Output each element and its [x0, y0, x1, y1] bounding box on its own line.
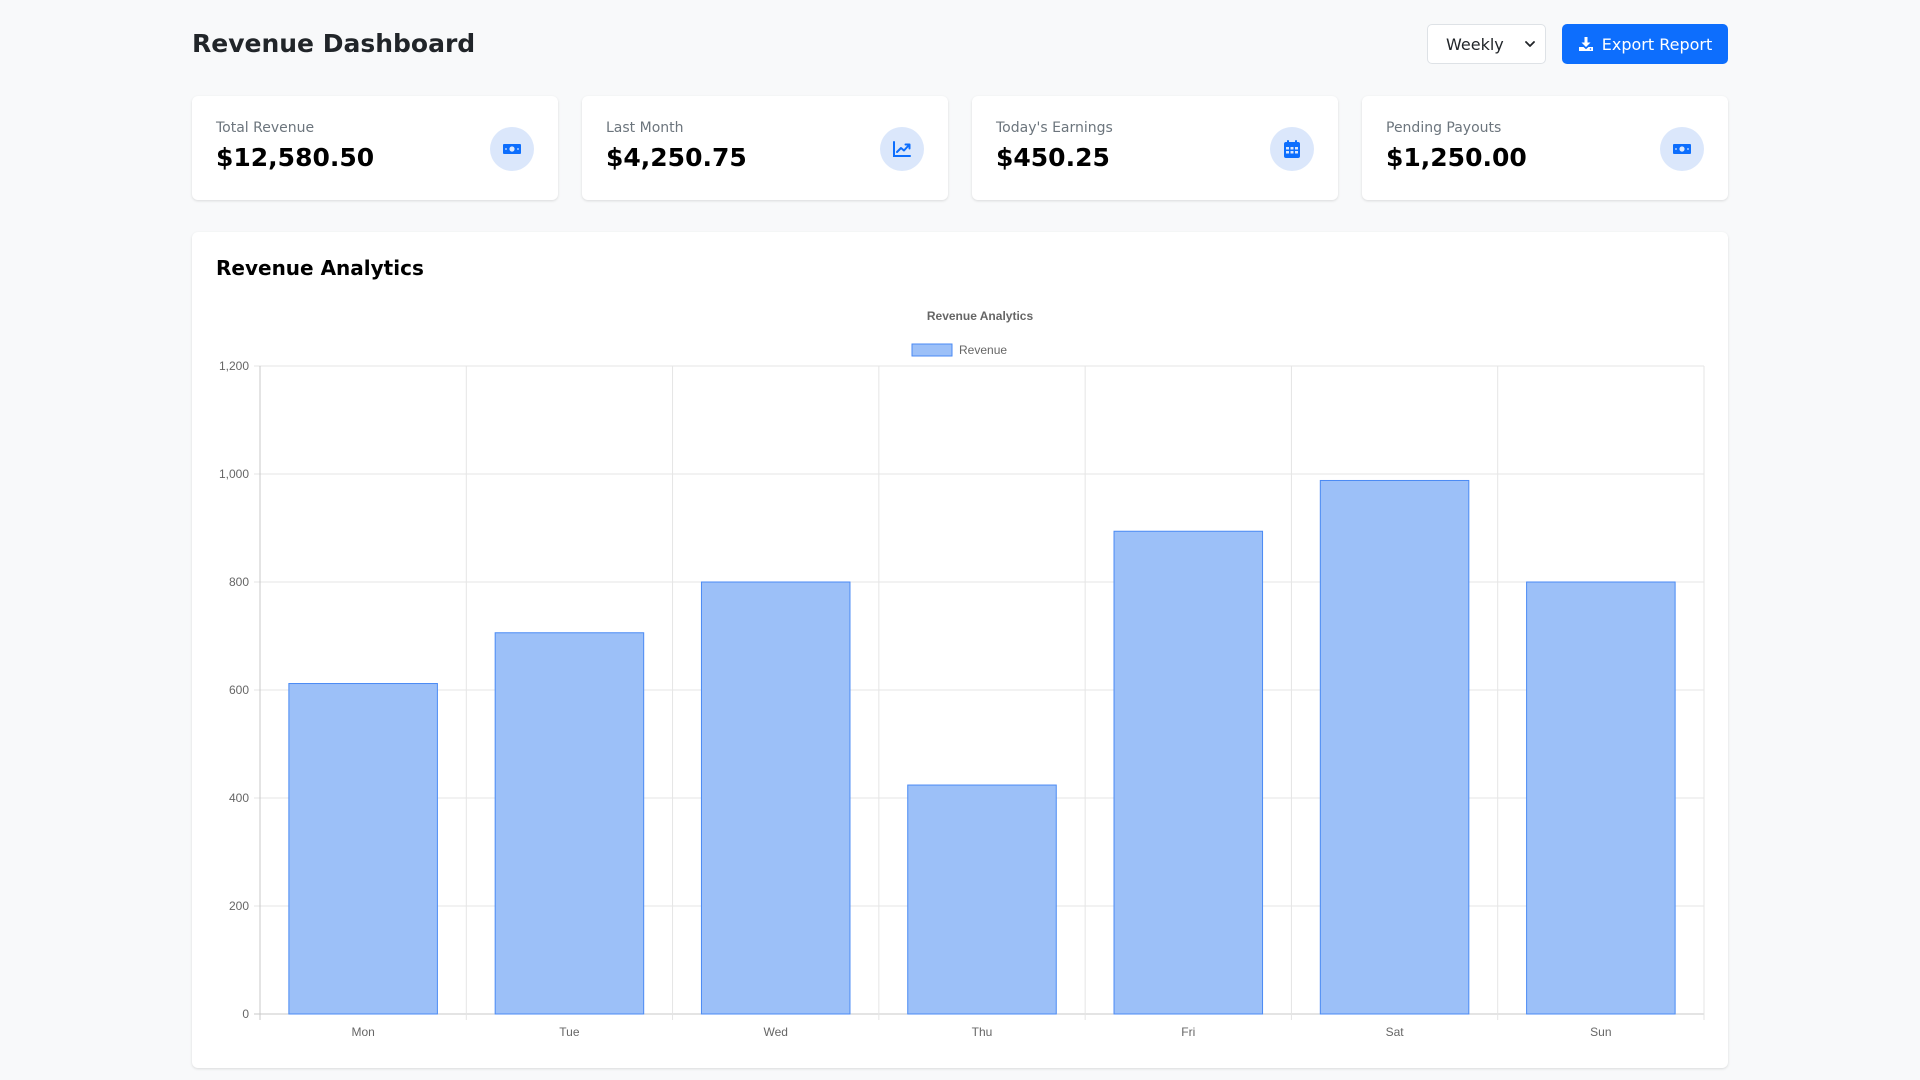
bar-wed	[700, 581, 851, 1015]
bar-tue	[494, 632, 645, 1015]
x-tick-label: Wed	[763, 1025, 787, 1039]
stat-icon-badge	[490, 127, 534, 171]
period-select[interactable]: Weekly	[1427, 24, 1546, 64]
stat-value: $1,250.00	[1386, 143, 1527, 172]
legend-swatch	[911, 343, 953, 357]
legend-label: Revenue	[959, 343, 1007, 357]
x-tick-label: Mon	[351, 1025, 374, 1039]
stat-icon-badge	[1660, 127, 1704, 171]
bar-mon	[288, 683, 438, 1015]
stat-card-last-month: Last Month $4,250.75	[582, 96, 948, 200]
stat-icon-badge	[880, 127, 924, 171]
download-icon	[1578, 37, 1593, 51]
money-bill-icon	[503, 144, 521, 154]
stat-value: $12,580.50	[216, 143, 375, 172]
page-title: Revenue Dashboard	[192, 29, 476, 58]
x-tick-label: Tue	[559, 1025, 580, 1039]
bar-sun	[1526, 581, 1676, 1015]
stat-card-total-revenue: Total Revenue $12,580.50	[192, 96, 558, 200]
y-tick-label: 200	[229, 899, 249, 913]
export-report-button[interactable]: Export Report	[1562, 24, 1728, 64]
bar-fri	[1113, 530, 1264, 1015]
x-tick-label: Sat	[1386, 1025, 1405, 1039]
stat-value: $450.25	[996, 143, 1110, 172]
export-report-label: Export Report	[1601, 34, 1713, 54]
stat-label: Last Month	[606, 120, 684, 136]
stat-icon-badge	[1270, 127, 1314, 171]
x-tick-label: Sun	[1590, 1025, 1611, 1039]
bar-thu	[907, 784, 1057, 1015]
chevron-down-icon	[1525, 41, 1535, 47]
stat-label: Total Revenue	[216, 120, 315, 136]
y-tick-label: 600	[229, 683, 249, 697]
x-tick-label: Thu	[972, 1025, 993, 1039]
stat-card-todays-earnings: Today's Earnings $450.25	[972, 96, 1338, 200]
calendar-icon	[1284, 140, 1300, 158]
revenue-bar-chart: 0 200 400 600 800 1,000 1,200 Revenue Analytics…	[219, 309, 1705, 1039]
y-tick-label: 1,200	[219, 359, 249, 373]
stat-label: Today's Earnings	[996, 120, 1113, 136]
money-bill-icon	[1673, 144, 1691, 154]
y-tick-label: 800	[229, 575, 249, 589]
stat-card-pending-payouts: Pending Payouts $1,250.00	[1362, 96, 1728, 200]
y-tick-label: 0	[242, 1007, 249, 1021]
revenue-chart-card: Revenue Analytics 0 200 400 600 800 1,000 1,20…	[192, 232, 1728, 1068]
chart-title: Revenue Analytics	[927, 309, 1034, 323]
chart-section-heading: Revenue Analytics	[216, 256, 424, 280]
trend-up-icon	[893, 141, 911, 157]
stats-row: Total Revenue $12,580.50 Last Month $4,2…	[192, 96, 1728, 200]
x-tick-label: Fri	[1181, 1025, 1195, 1039]
stat-value: $4,250.75	[606, 143, 747, 172]
stat-label: Pending Payouts	[1386, 120, 1502, 136]
header-controls: Weekly Export Report	[1427, 24, 1728, 64]
bar-sat	[1319, 479, 1470, 1015]
y-tick-label: 400	[229, 791, 249, 805]
y-tick-label: 1,000	[219, 467, 249, 481]
period-select-value: Weekly	[1446, 34, 1504, 54]
page-header: Revenue Dashboard Weekly Export Report	[192, 24, 1728, 64]
